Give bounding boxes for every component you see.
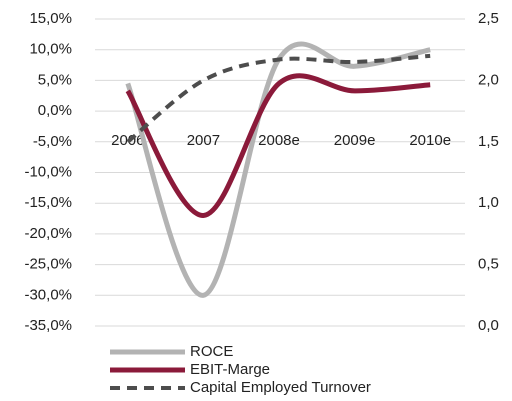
y-tick-label: -35,0% (24, 317, 72, 334)
y-tick-label: -30,0% (24, 286, 72, 303)
x-tick-label: 2008e (258, 132, 300, 149)
y-tick-label: 10,0% (29, 41, 72, 58)
y2-tick-label: 0,0 (478, 317, 499, 334)
y2-tick-label: 2,0 (478, 71, 499, 88)
y-tick-label: -15,0% (24, 194, 72, 211)
y-tick-label: -5,0% (33, 133, 72, 150)
y2-tick-label: 0,5 (478, 256, 499, 273)
legend-label: Capital Employed Turnover (190, 379, 371, 396)
legend-label: EBIT-Marge (190, 361, 270, 378)
y-tick-label: 15,0% (29, 10, 72, 27)
y-tick-label: -20,0% (24, 225, 72, 242)
y-tick-label: 0,0% (38, 102, 72, 119)
x-tick-label: 2009e (334, 132, 376, 149)
series-line (126, 53, 431, 144)
y-tick-label: 5,0% (38, 71, 72, 88)
x-tick-label: 2007 (187, 132, 220, 149)
y2-tick-label: 1,0 (478, 194, 499, 211)
y2-tick-label: 2,5 (478, 10, 499, 27)
legend-label: ROCE (190, 343, 233, 360)
y-tick-label: -25,0% (24, 256, 72, 273)
series-line (125, 73, 431, 218)
y-tick-label: -10,0% (24, 163, 72, 180)
y2-tick-label: 1,5 (478, 133, 499, 150)
x-tick-label: 2010e (409, 132, 451, 149)
